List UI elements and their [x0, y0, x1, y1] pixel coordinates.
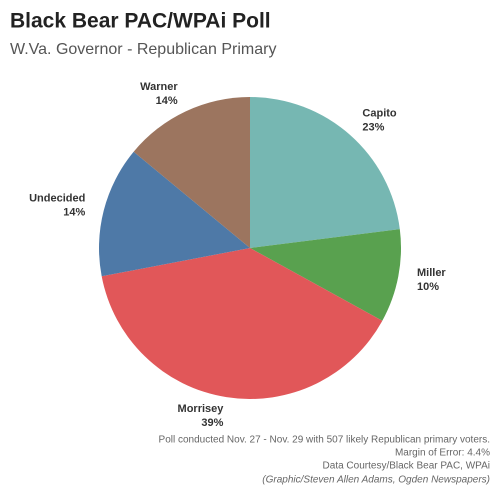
slice-label: Miller	[417, 267, 446, 279]
chart-title: Black Bear PAC/WPAi Poll	[10, 10, 271, 33]
slice-value: 10%	[417, 281, 439, 293]
note: Poll conducted Nov. 27 - Nov. 29 with 50…	[159, 435, 490, 446]
pie-slice	[250, 97, 400, 248]
chart-subtitle: W.Va. Governor - Republican Primary	[10, 41, 276, 58]
slice-label: Undecided	[29, 193, 85, 205]
pie-slice	[133, 97, 250, 248]
slice-value: 14%	[63, 207, 85, 219]
slice-label: Warner	[140, 81, 178, 93]
slice-value: 39%	[201, 417, 223, 429]
slice-value: 14%	[156, 95, 178, 107]
pie-slice	[101, 248, 383, 399]
pie-slice	[98, 151, 250, 277]
credit: (Graphic/Steven Allen Adams, Ogden Newsp…	[262, 475, 490, 486]
slice-label: Morrisey	[178, 403, 225, 415]
note: Data Courtesy/Black Bear PAC, WPAi	[323, 461, 490, 472]
note: Margin of Error: 4.4%	[395, 448, 490, 459]
slice-label: Capito	[362, 107, 397, 119]
pie-slice	[250, 229, 401, 321]
slice-value: 23%	[362, 121, 384, 133]
